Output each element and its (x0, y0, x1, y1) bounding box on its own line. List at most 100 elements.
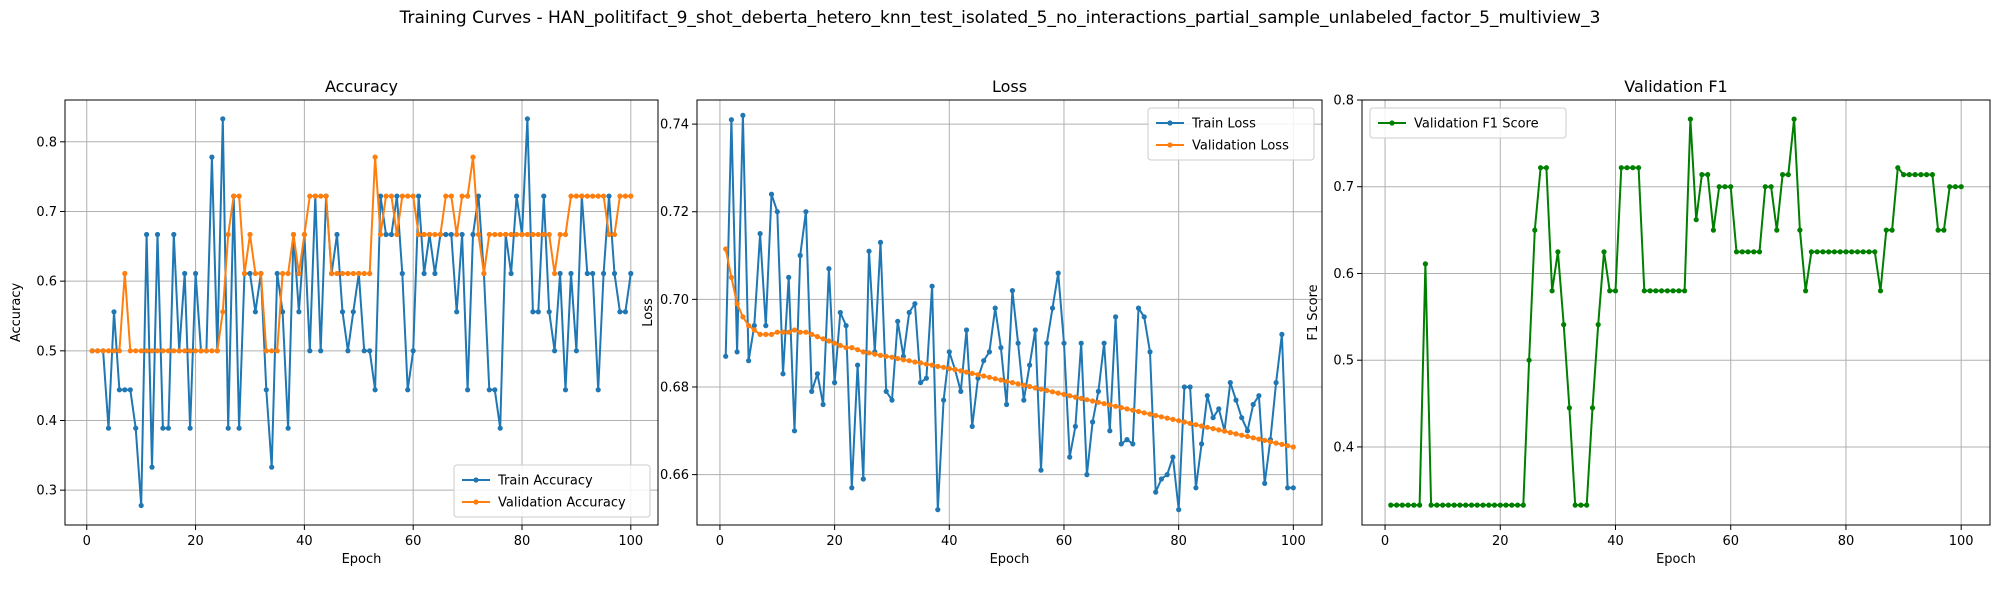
data-point (946, 366, 952, 372)
data-point (1566, 405, 1572, 411)
data-point (1463, 502, 1469, 508)
data-point (1038, 386, 1044, 392)
data-point (562, 387, 569, 393)
data-point (1135, 408, 1142, 415)
data-point (508, 270, 514, 277)
data-point (144, 231, 150, 238)
data-point (1170, 454, 1176, 460)
data-point (1124, 406, 1130, 412)
data-point (1038, 467, 1044, 473)
data-point (1549, 288, 1555, 294)
data-point (837, 309, 843, 316)
data-point (225, 425, 231, 431)
legend-label: Train Loss (1191, 117, 1256, 132)
data-point (837, 342, 843, 348)
data-point (475, 193, 482, 199)
data-point (258, 270, 264, 277)
data-point (774, 329, 780, 335)
data-point (187, 425, 193, 431)
data-point (182, 348, 188, 354)
series-markers-2 (723, 246, 1296, 450)
data-point (1901, 172, 1907, 178)
data-point (388, 193, 394, 199)
data-point (1918, 172, 1924, 178)
data-point (1497, 502, 1503, 508)
data-point (546, 231, 552, 238)
data-point (1032, 385, 1038, 391)
data-point (296, 270, 302, 277)
chart-title: Validation F1 (1624, 77, 1727, 96)
data-point (497, 425, 503, 431)
data-point (1250, 401, 1256, 408)
data-point (1797, 227, 1803, 233)
chart-panel-3: 0 20 40 60 80 100 0.4 0.5 0.6 0.7 0.8 Validation F1… (1306, 77, 1991, 567)
data-point (1227, 430, 1233, 436)
data-point (803, 329, 809, 335)
data-point (1279, 331, 1285, 337)
legend-box (453, 464, 651, 518)
data-point (552, 348, 558, 354)
data-point (1831, 249, 1837, 255)
data-point (740, 314, 746, 320)
data-point (797, 252, 803, 259)
data-point (1739, 249, 1745, 255)
data-point (768, 331, 775, 337)
data-point (356, 270, 362, 277)
data-point (459, 231, 465, 238)
data-point (1061, 391, 1067, 397)
data-point (1543, 165, 1549, 171)
data-point (367, 348, 373, 354)
data-point (1193, 485, 1199, 491)
data-point (1780, 172, 1786, 178)
data-point (797, 329, 803, 335)
data-point (912, 359, 918, 365)
data-point (728, 117, 735, 123)
data-point (803, 209, 809, 215)
data-point (1244, 428, 1251, 434)
data-point (127, 387, 133, 393)
data-point (1664, 288, 1670, 294)
data-point (1135, 305, 1142, 311)
data-point (187, 348, 193, 354)
data-point (1130, 407, 1136, 413)
data-point (595, 387, 601, 393)
data-point (225, 231, 231, 238)
data-point (1641, 288, 1647, 294)
data-point (530, 231, 536, 238)
data-point (1526, 357, 1532, 363)
data-point (274, 270, 280, 277)
data-point (421, 231, 427, 238)
data-point (1895, 165, 1901, 171)
data-point (1170, 416, 1176, 422)
data-point (1503, 502, 1509, 508)
data-point (1164, 415, 1170, 421)
data-point (247, 231, 253, 238)
x-tick-label: 100 (618, 534, 643, 549)
x-tick-label: 40 (941, 534, 958, 549)
data-point (590, 270, 596, 277)
data-point (1210, 415, 1216, 421)
legend-label: Validation Loss (1192, 139, 1289, 154)
data-point (1854, 249, 1861, 255)
axes-frame (64, 99, 659, 526)
x-tick-label: 20 (187, 534, 204, 549)
data-point (1095, 399, 1101, 405)
data-point (470, 154, 476, 160)
data-point (1141, 410, 1147, 416)
data-point (786, 274, 792, 280)
data-point (1589, 405, 1596, 411)
data-point (1751, 249, 1757, 255)
data-point (182, 270, 188, 277)
data-point (757, 331, 763, 337)
data-point (209, 348, 215, 354)
data-point (1952, 184, 1958, 190)
data-point (963, 369, 970, 375)
data-point (448, 231, 454, 238)
data-point (1405, 502, 1411, 508)
data-point (274, 348, 280, 354)
data-point (1618, 165, 1624, 171)
data-point (1090, 398, 1096, 404)
data-point (860, 476, 866, 482)
data-point (622, 193, 629, 199)
